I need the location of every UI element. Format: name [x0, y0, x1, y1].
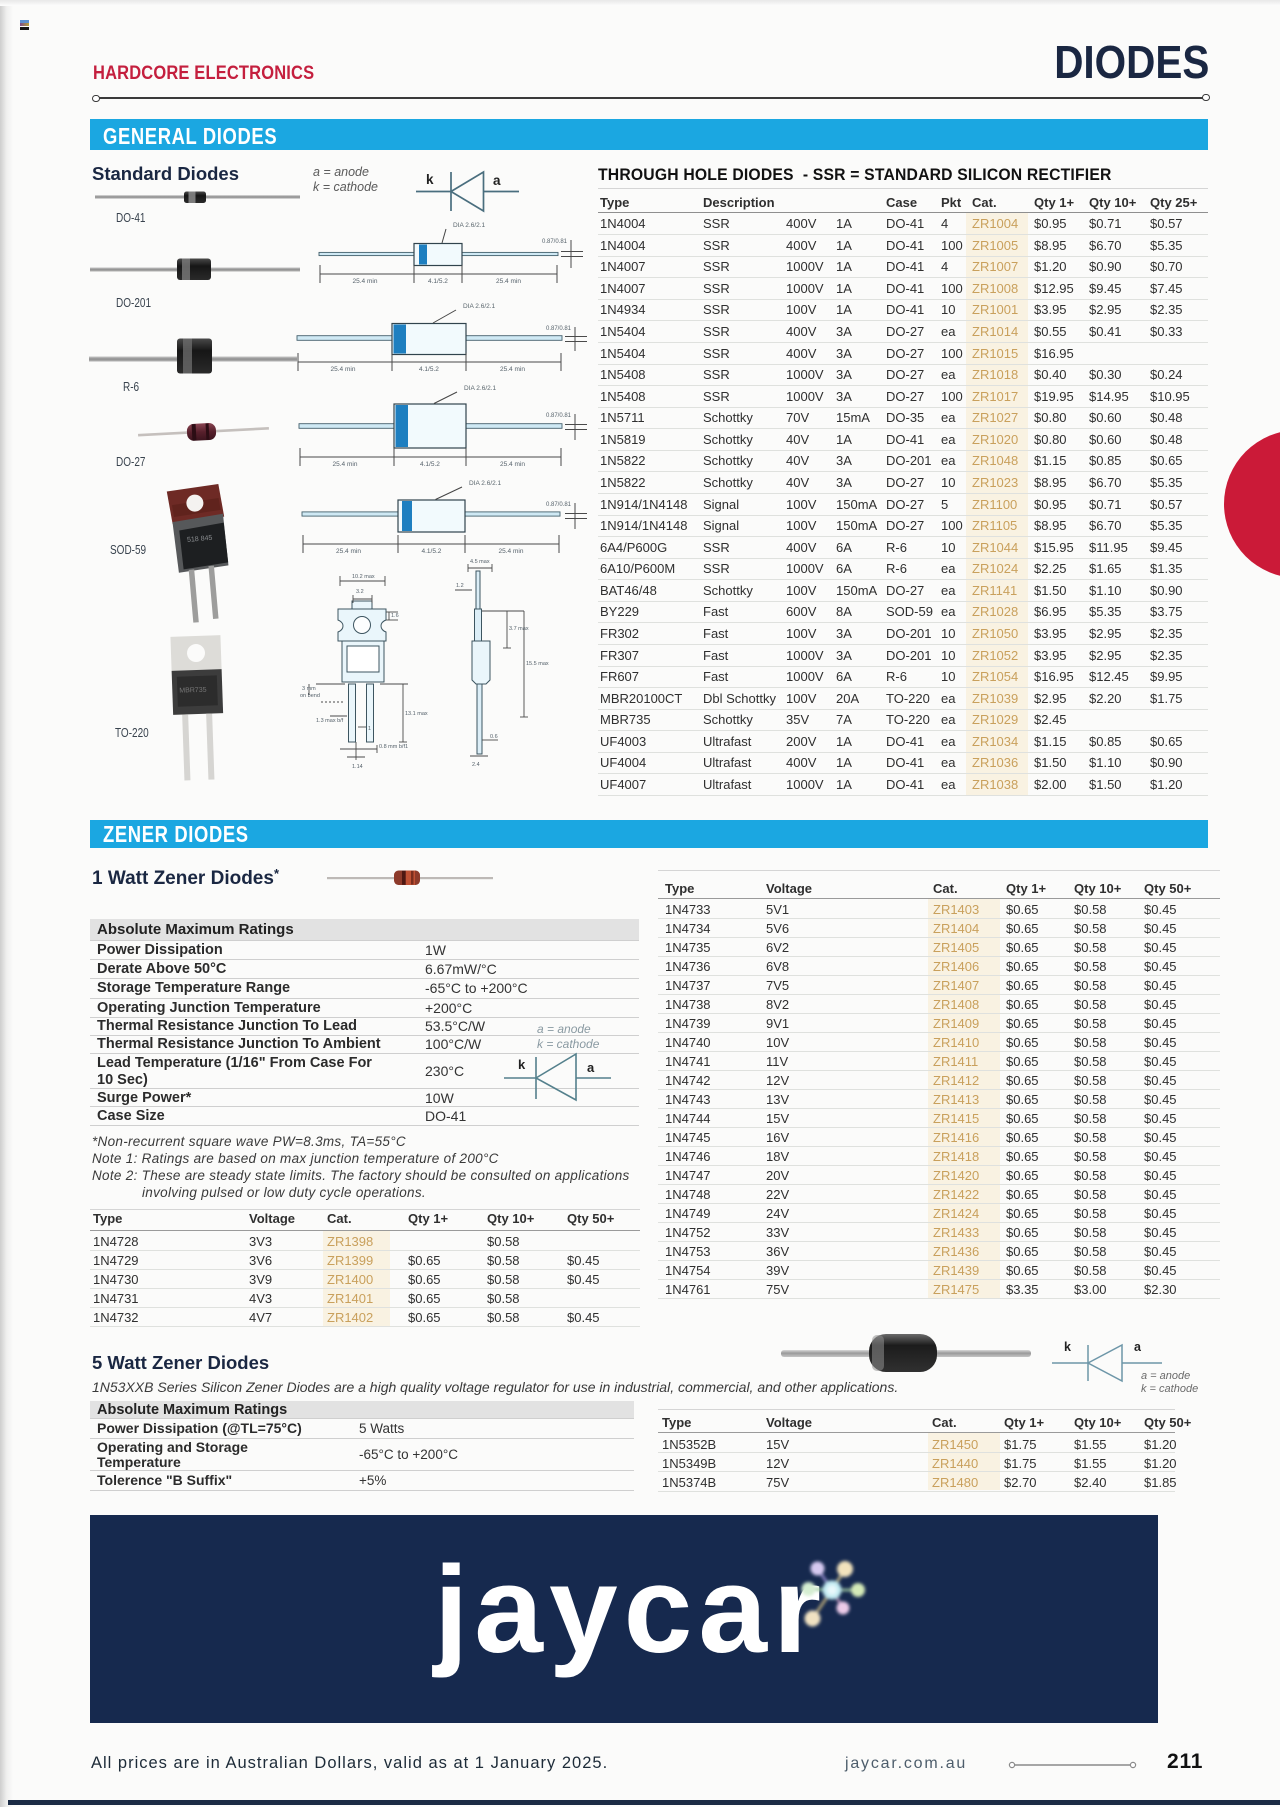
- svg-text:DIA 2.6/2.1: DIA 2.6/2.1: [464, 385, 497, 392]
- svg-text:25.4 min: 25.4 min: [353, 278, 378, 285]
- svg-text:25.4 min: 25.4 min: [499, 548, 524, 555]
- svg-text:DIA 2.6/2.1: DIA 2.6/2.1: [463, 303, 496, 310]
- svg-text:25.4 min: 25.4 min: [500, 366, 525, 373]
- svg-text:1.3 max b/f: 1.3 max b/f: [316, 718, 344, 724]
- svg-text:0.87/0.81: 0.87/0.81: [546, 502, 572, 508]
- svg-text:0.87/0.81: 0.87/0.81: [542, 239, 568, 245]
- svg-text:on bend: on bend: [300, 693, 320, 699]
- svg-text:4.1/5.2: 4.1/5.2: [428, 278, 448, 285]
- svg-text:4.1/5.2: 4.1/5.2: [420, 461, 440, 468]
- svg-text:25.4 min: 25.4 min: [331, 366, 356, 373]
- svg-text:518 845: 518 845: [187, 535, 213, 544]
- svg-text:DIA 2.6/2.1: DIA 2.6/2.1: [469, 480, 502, 487]
- svg-text:25.4 min: 25.4 min: [500, 461, 525, 468]
- svg-text:1: 1: [368, 726, 371, 732]
- svg-text:0.87/0.81: 0.87/0.81: [546, 326, 572, 332]
- svg-text:25.4 min: 25.4 min: [333, 461, 358, 468]
- svg-text:1.14: 1.14: [352, 764, 363, 770]
- svg-text:0.87/0.81: 0.87/0.81: [546, 413, 572, 419]
- svg-text:25.4 min: 25.4 min: [496, 278, 521, 285]
- svg-text:3.2: 3.2: [356, 589, 364, 595]
- svg-text:25.4 min: 25.4 min: [336, 548, 361, 555]
- svg-text:13.1 max: 13.1 max: [405, 711, 428, 717]
- svg-text:10.2 max: 10.2 max: [352, 574, 375, 580]
- svg-text:MBR735: MBR735: [179, 687, 207, 695]
- svg-text:DIA 2.6/2.1: DIA 2.6/2.1: [453, 222, 486, 229]
- svg-text:1.6: 1.6: [391, 613, 399, 619]
- svg-text:1.2: 1.2: [456, 583, 464, 589]
- svg-text:0.6: 0.6: [490, 734, 498, 740]
- svg-text:2.4: 2.4: [472, 762, 480, 768]
- svg-text:0.8 mm b/f1: 0.8 mm b/f1: [379, 744, 408, 750]
- svg-text:4.1/5.2: 4.1/5.2: [422, 548, 442, 555]
- svg-text:15.5 max: 15.5 max: [526, 661, 549, 667]
- svg-text:3 mm: 3 mm: [302, 686, 316, 692]
- svg-text:3.7 max: 3.7 max: [509, 626, 529, 632]
- svg-text:4.5 max: 4.5 max: [470, 559, 490, 565]
- svg-text:4.1/5.2: 4.1/5.2: [419, 366, 439, 373]
